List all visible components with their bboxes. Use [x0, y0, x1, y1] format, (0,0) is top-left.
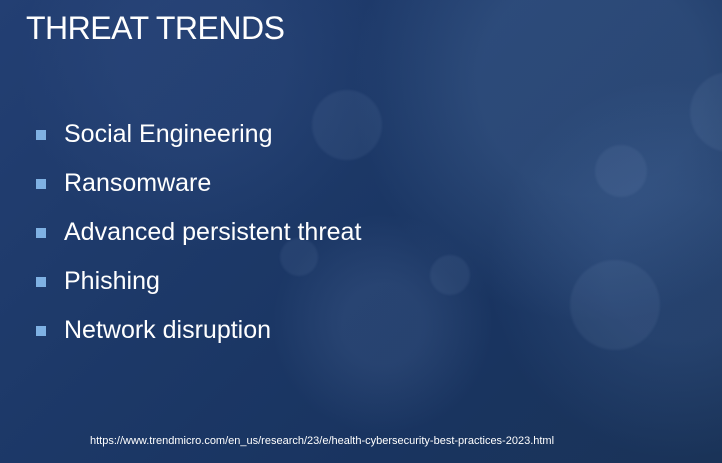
bullet-text: Network disruption [64, 316, 272, 344]
bullet-item: Ransomware [36, 159, 361, 208]
source-link[interactable]: https://www.trendmicro.com/en_us/researc… [90, 435, 555, 447]
bullet-text: Ransomware [64, 169, 212, 197]
background-bokeh [595, 145, 647, 197]
square-bullet-icon [36, 276, 46, 287]
square-bullet-icon [36, 129, 46, 140]
background-bokeh [570, 260, 660, 350]
background-bokeh [690, 72, 722, 152]
bullet-item: Social Engineering [36, 110, 361, 159]
bullet-text: Advanced persistent threat [64, 218, 362, 246]
square-bullet-icon [36, 325, 46, 336]
bullet-item: Phishing [36, 257, 361, 306]
bullet-item: Advanced persistent threat [36, 208, 361, 257]
square-bullet-icon [36, 178, 46, 189]
bullet-text: Social Engineering [64, 120, 273, 148]
bullet-text: Phishing [64, 267, 160, 295]
bullet-list: Social Engineering Ransomware Advanced p… [36, 110, 361, 355]
bullet-item: Network disruption [36, 306, 361, 355]
slide-title: THREAT TRENDS [26, 10, 285, 46]
background-bokeh [430, 255, 470, 295]
square-bullet-icon [36, 227, 46, 238]
